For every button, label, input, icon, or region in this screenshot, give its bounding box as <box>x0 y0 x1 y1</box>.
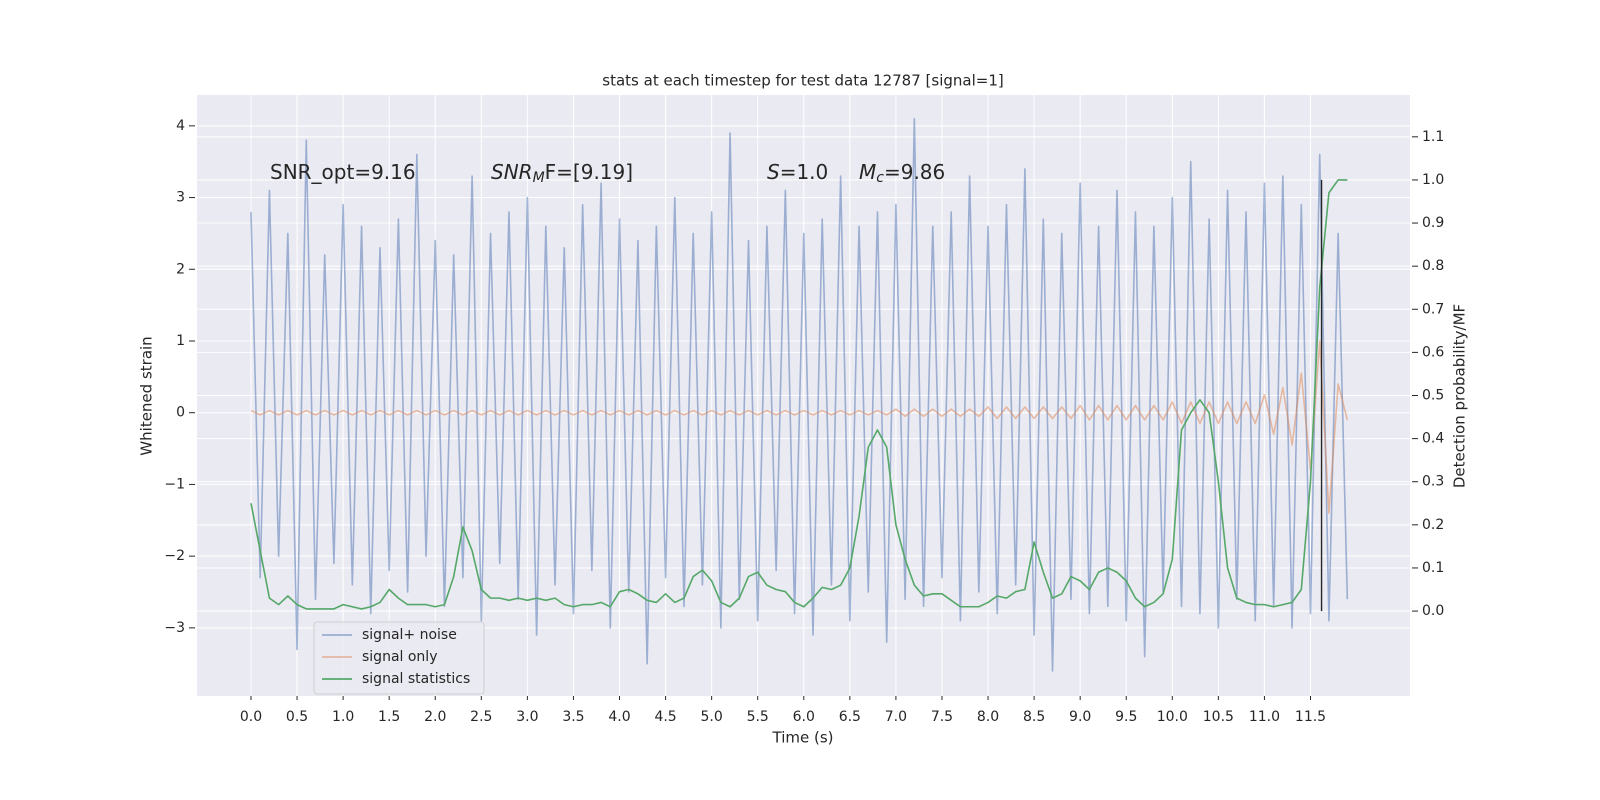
y-tick-label: 1 <box>176 333 185 349</box>
x-tick-label: 3.0 <box>516 709 538 725</box>
x-tick-label: 2.5 <box>470 709 492 725</box>
series-line <box>250 117 1349 672</box>
y2-tick-label: 0.2 <box>1422 517 1444 533</box>
y2-tick-label: 0.7 <box>1422 301 1444 317</box>
x-tick-label: 6.0 <box>793 709 815 725</box>
x-tick-label: 5.0 <box>701 709 723 725</box>
x-tick-label: 8.5 <box>1023 709 1045 725</box>
y2-tick-label: 0.9 <box>1422 215 1444 231</box>
x-tick-label: 0.0 <box>240 709 262 725</box>
x-tick-label: 10.5 <box>1203 709 1234 725</box>
annotation: SNR_opt=9.16 <box>270 160 416 184</box>
x-tick-label: 9.5 <box>1115 709 1137 725</box>
x-tick-label: 3.5 <box>562 709 584 725</box>
y2-axis-label: Detection probability/MF <box>1451 304 1469 488</box>
annotation-text: SNR_opt=9.16 <box>270 160 416 184</box>
y-tick-label: −1 <box>164 476 185 492</box>
x-tick-label: 5.5 <box>747 709 769 725</box>
x-tick-label: 7.5 <box>931 709 953 725</box>
chart-title: stats at each timestep for test data 127… <box>602 72 1003 90</box>
x-tick-label: 7.0 <box>885 709 907 725</box>
y-tick-label: 2 <box>176 261 185 277</box>
x-tick-label: 1.5 <box>378 709 400 725</box>
x-tick-label: 1.0 <box>332 709 354 725</box>
annotation: S=1.0 <box>767 160 828 184</box>
x-tick-label: 11.0 <box>1249 709 1280 725</box>
y2-tick-label: 0.4 <box>1422 431 1444 447</box>
y2-tick-label: 0.0 <box>1422 603 1444 619</box>
y-tick-label: 3 <box>176 190 185 206</box>
x-tick-label: 4.0 <box>608 709 630 725</box>
x-tick-label: 11.5 <box>1295 709 1326 725</box>
y-tick-label: −3 <box>164 620 185 636</box>
x-tick-label: 8.0 <box>977 709 999 725</box>
y2-tick-label: 0.3 <box>1422 474 1444 490</box>
series-line <box>250 179 1348 610</box>
legend-label: signal only <box>362 649 437 665</box>
y-tick-label: 4 <box>176 118 185 134</box>
x-tick-label: 2.0 <box>424 709 446 725</box>
y-tick-label: 0 <box>176 405 185 421</box>
legend-box <box>313 621 485 695</box>
annotation-base: S <box>767 160 780 184</box>
x-tick-label: 0.5 <box>286 709 308 725</box>
y2-tick-label: 0.8 <box>1422 258 1444 274</box>
y2-tick-label: 0.5 <box>1422 388 1444 404</box>
y-axis-label: Whitened strain <box>138 336 156 455</box>
annotation-tail: =9.86 <box>884 160 945 184</box>
annotation-base: SNR <box>491 160 533 184</box>
x-tick-label: 10.0 <box>1157 709 1188 725</box>
annotation: Mc=9.86 <box>859 160 945 187</box>
marks <box>250 117 1349 672</box>
annotation-tail: F=[9.19] <box>545 160 633 184</box>
y2-tick-label: 0.1 <box>1422 560 1444 576</box>
y2-tick-label: 1.0 <box>1422 172 1444 188</box>
annotation: SNRMF=[9.19] <box>491 160 633 187</box>
legend-label: signal statistics <box>362 671 470 687</box>
annotation-tail: =1.0 <box>780 160 829 184</box>
y2-tick-label: 0.6 <box>1422 344 1444 360</box>
x-tick-label: 9.0 <box>1069 709 1091 725</box>
x-tick-label: 6.5 <box>839 709 861 725</box>
series-line <box>250 340 1349 514</box>
annotation-sub: c <box>876 170 884 186</box>
y2-tick-label: 1.1 <box>1422 129 1444 145</box>
annotation-sub: M <box>533 170 545 186</box>
x-axis-label: Time (s) <box>772 729 834 747</box>
y-tick-label: −2 <box>164 548 185 564</box>
annotation-base: M <box>859 160 876 184</box>
x-tick-label: 4.5 <box>654 709 676 725</box>
legend-label: signal+ noise <box>362 627 457 643</box>
legend: signal+ noise signal only signal statistic… <box>313 621 485 695</box>
